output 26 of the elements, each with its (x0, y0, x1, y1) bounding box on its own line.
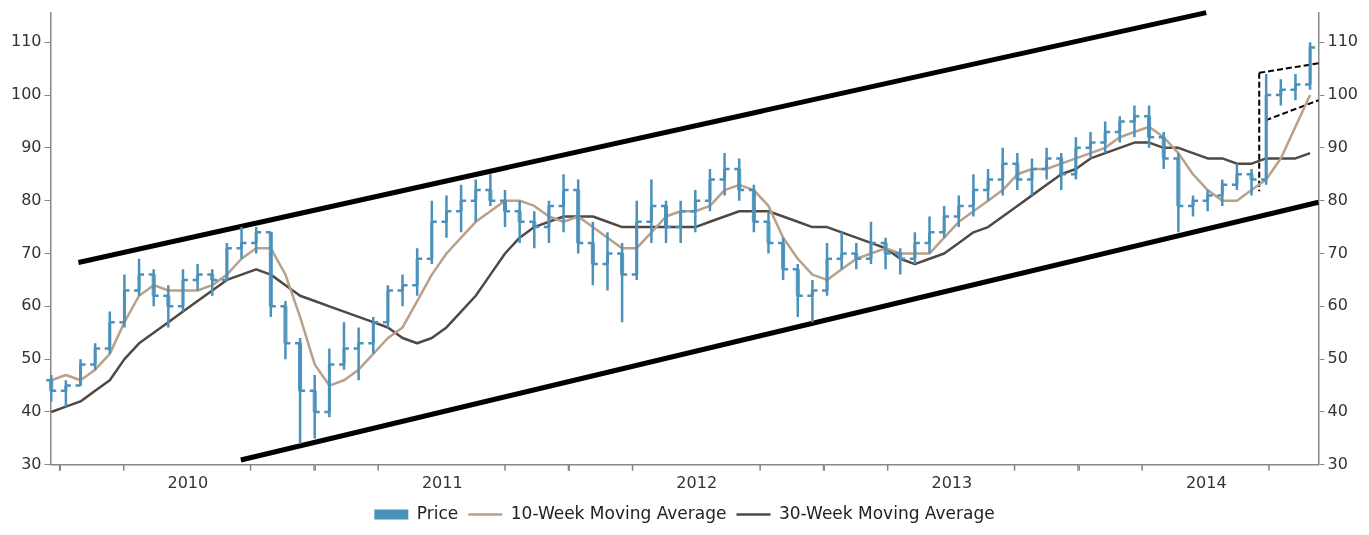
y2-tick-label: 70 (1327, 242, 1348, 262)
y2-tick-label: 40 (1327, 401, 1348, 421)
legend-label: 10-Week Moving Average (510, 502, 727, 523)
y-tick-label: 40 (21, 401, 42, 421)
y-tick-label: 70 (21, 242, 42, 262)
legend-label: 30-Week Moving Average (778, 502, 995, 523)
y-tick-label: 60 (21, 295, 42, 315)
y-tick-label: 110 (10, 31, 42, 51)
y2-tick-label: 90 (1327, 136, 1348, 156)
y-tick-label: 50 (21, 348, 42, 368)
x-tick-label: 2014 (1185, 472, 1227, 492)
y2-tick-label: 100 (1327, 84, 1359, 104)
y2-tick-label: 50 (1327, 348, 1348, 368)
y2-tick-label: 60 (1327, 295, 1348, 315)
x-tick-label: 2012 (676, 472, 718, 492)
x-tick-label: 2011 (421, 472, 463, 492)
x-tick-label: 2010 (167, 472, 209, 492)
y2-tick-label: 80 (1327, 189, 1348, 209)
y-tick-label: 30 (21, 453, 42, 473)
y-tick-label: 90 (21, 136, 42, 156)
y2-tick-label: 30 (1327, 453, 1348, 473)
y-tick-label: 80 (21, 189, 42, 209)
y2-tick-label: 110 (1327, 31, 1359, 51)
legend-label: Price (416, 502, 459, 523)
y-tick-label: 100 (10, 84, 42, 104)
x-tick-label: 2013 (931, 472, 973, 492)
